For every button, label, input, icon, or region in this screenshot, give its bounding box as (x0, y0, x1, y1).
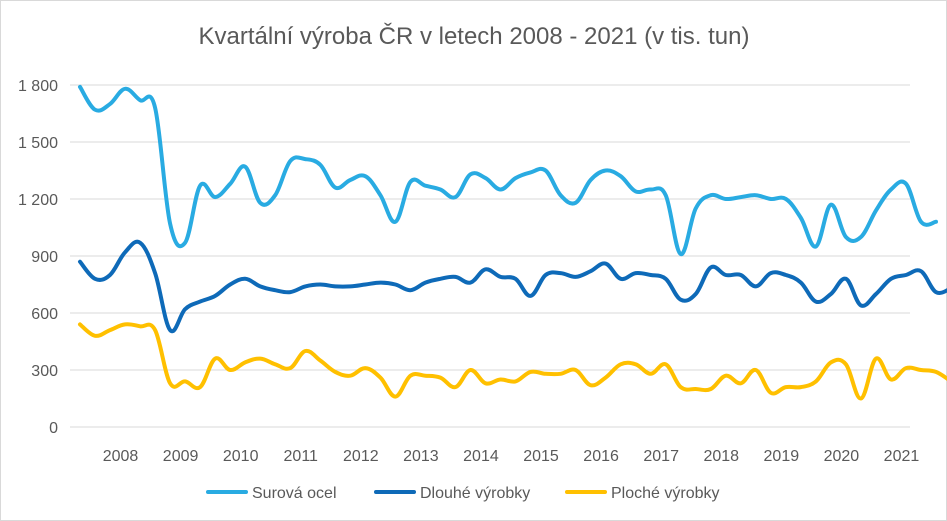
y-tick-label: 300 (31, 363, 58, 380)
x-tick-label: 2020 (824, 448, 860, 465)
x-tick-label: 2016 (583, 448, 619, 465)
x-tick-label: 2015 (523, 448, 559, 465)
legend-label-surova-ocel: Surová ocel (252, 485, 337, 502)
y-tick-label: 1 800 (18, 78, 58, 95)
x-axis: 2008 2009 2010 2011 2012 2013 2014 2015 2016 2017… (103, 448, 920, 465)
legend-label-ploche-vyrobky: Ploché výrobky (611, 485, 720, 502)
y-tick-label: 1 500 (18, 135, 58, 152)
x-tick-label: 2017 (643, 448, 679, 465)
x-tick-label: 2012 (343, 448, 379, 465)
x-tick-label: 2010 (223, 448, 259, 465)
plot-area (78, 84, 947, 401)
y-tick-label: 0 (49, 420, 58, 437)
y-tick-label: 1 200 (18, 192, 58, 209)
legend-label-dlouhe-vyrobky: Dlouhé výrobky (420, 485, 530, 502)
series-line-surova-ocel (78, 84, 938, 257)
y-tick-label: 900 (31, 249, 58, 266)
y-axis: 0 300 600 900 1 200 1 500 1 800 (18, 78, 58, 437)
chart-title: Kvartální výroba ČR v letech 2008 - 2021… (199, 22, 750, 50)
x-tick-label: 2011 (284, 448, 319, 465)
x-tick-label: 2014 (463, 448, 499, 465)
gridlines (70, 84, 910, 428)
x-tick-label: 2008 (103, 448, 139, 465)
x-tick-label: 2013 (403, 448, 439, 465)
x-tick-label: 2019 (764, 448, 800, 465)
x-tick-label: 2021 (884, 448, 920, 465)
series-line-ploche-vyrobky (78, 322, 947, 401)
x-tick-label: 2018 (703, 448, 739, 465)
x-tick-label: 2009 (163, 448, 199, 465)
y-tick-label: 600 (31, 306, 58, 323)
series-line-dlouhe-vyrobky (78, 239, 947, 334)
legend: Surová ocel Dlouhé výrobky Ploché výrobky (206, 485, 720, 502)
